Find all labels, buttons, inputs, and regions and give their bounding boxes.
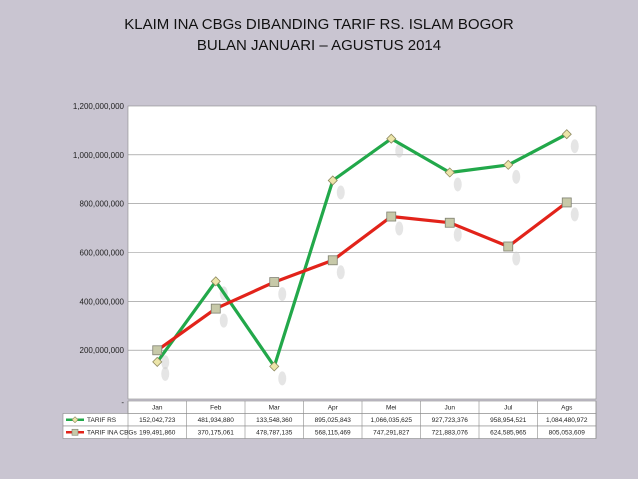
gridlines bbox=[128, 154, 596, 351]
x-tick-label: Mei bbox=[386, 405, 396, 412]
data-label: 568,115,469 bbox=[315, 430, 351, 437]
y-tick-label: 600,000,000 bbox=[80, 249, 125, 258]
data-label: 805,053,609 bbox=[549, 430, 586, 437]
x-tick-label: Jun bbox=[445, 405, 456, 412]
data-label: 895,025,843 bbox=[315, 417, 352, 424]
data-label: 152,042,723 bbox=[139, 417, 176, 424]
series-markers bbox=[152, 129, 572, 372]
data-label: 133,548,360 bbox=[256, 417, 293, 424]
data-label: 199,491,860 bbox=[139, 430, 176, 437]
data-point bbox=[327, 175, 338, 186]
chart-title-block: KLAIM INA CBGs DIBANDING TARIF RS. ISLAM… bbox=[0, 14, 638, 56]
marker-shadow bbox=[570, 139, 579, 154]
marker-shadow bbox=[395, 143, 404, 158]
chart-subtitle: BULAN JANUARI – AGUSTUS 2014 bbox=[196, 37, 442, 54]
data-label: 927,723,376 bbox=[432, 417, 469, 424]
x-tick-label: Ags bbox=[561, 405, 573, 412]
series-lines bbox=[156, 132, 568, 368]
marker-shadow bbox=[395, 221, 404, 236]
y-tick-label: 400,000,000 bbox=[80, 297, 125, 306]
x-tick-label: Feb bbox=[210, 405, 222, 412]
marker-shadow bbox=[512, 169, 521, 184]
x-tick-label: Jul bbox=[504, 405, 513, 412]
data-point bbox=[503, 241, 514, 252]
data-label: 481,934,880 bbox=[198, 417, 235, 424]
data-point bbox=[210, 276, 221, 287]
series-line bbox=[156, 201, 568, 352]
marker-shadow bbox=[512, 251, 521, 266]
data-label: 478,787,135 bbox=[256, 430, 293, 437]
y-axis-ticks: 1,200,000,000 1,000,000,000 800,000,000 600… bbox=[73, 102, 125, 407]
y-tick-label: 1,000,000,000 bbox=[73, 151, 125, 160]
x-tick-label: Mar bbox=[269, 405, 281, 412]
data-point bbox=[327, 255, 338, 266]
data-point bbox=[152, 356, 163, 367]
marker-shadow bbox=[453, 227, 462, 242]
y-tick-label: - bbox=[121, 398, 124, 407]
legend-marker bbox=[71, 416, 79, 424]
data-label: 747,291,827 bbox=[373, 430, 410, 437]
data-point bbox=[561, 129, 572, 140]
data-point bbox=[210, 303, 221, 314]
legend-label: TARIF INA CBGs bbox=[87, 430, 137, 437]
legend-marker bbox=[71, 428, 79, 436]
y-tick-label: 200,000,000 bbox=[80, 346, 125, 355]
data-point bbox=[561, 197, 572, 208]
marker-shadow bbox=[278, 371, 287, 386]
x-tick-label: Apr bbox=[328, 405, 339, 412]
data-point bbox=[152, 345, 163, 356]
data-point bbox=[386, 133, 397, 144]
marker-shadows bbox=[161, 139, 579, 386]
data-label: 958,954,521 bbox=[490, 417, 527, 424]
data-point bbox=[503, 159, 514, 170]
data-label: 624,585,965 bbox=[490, 430, 527, 437]
data-point bbox=[269, 277, 280, 287]
y-tick-label: 1,200,000,000 bbox=[73, 102, 125, 111]
marker-shadow bbox=[161, 355, 170, 370]
data-label: 1,066,035,625 bbox=[370, 417, 412, 424]
data-label: 1,084,480,972 bbox=[546, 417, 588, 424]
data-point bbox=[444, 167, 455, 178]
marker-shadow bbox=[570, 207, 579, 222]
marker-shadow bbox=[453, 177, 462, 192]
legend-label: TARIF RS bbox=[87, 417, 117, 424]
series-line bbox=[156, 132, 568, 368]
data-table: Jan Feb Mar Apr Mei Jun Jul Ags TARIF RS 152,042,… bbox=[62, 400, 597, 439]
y-tick-label: 800,000,000 bbox=[80, 200, 125, 209]
chart-title: KLAIM INA CBGs DIBANDING TARIF RS. ISLAM… bbox=[124, 16, 514, 33]
data-label: 370,175,061 bbox=[198, 430, 235, 437]
data-point bbox=[269, 361, 280, 372]
marker-shadow bbox=[161, 366, 170, 381]
marker-shadow bbox=[336, 185, 345, 200]
marker-shadow bbox=[336, 265, 345, 280]
data-point bbox=[444, 217, 455, 228]
x-tick-label: Jan bbox=[152, 405, 163, 412]
marker-shadow bbox=[278, 287, 287, 302]
data-point bbox=[386, 211, 397, 222]
data-label: 721,883,076 bbox=[432, 430, 469, 437]
marker-shadow bbox=[219, 313, 228, 328]
